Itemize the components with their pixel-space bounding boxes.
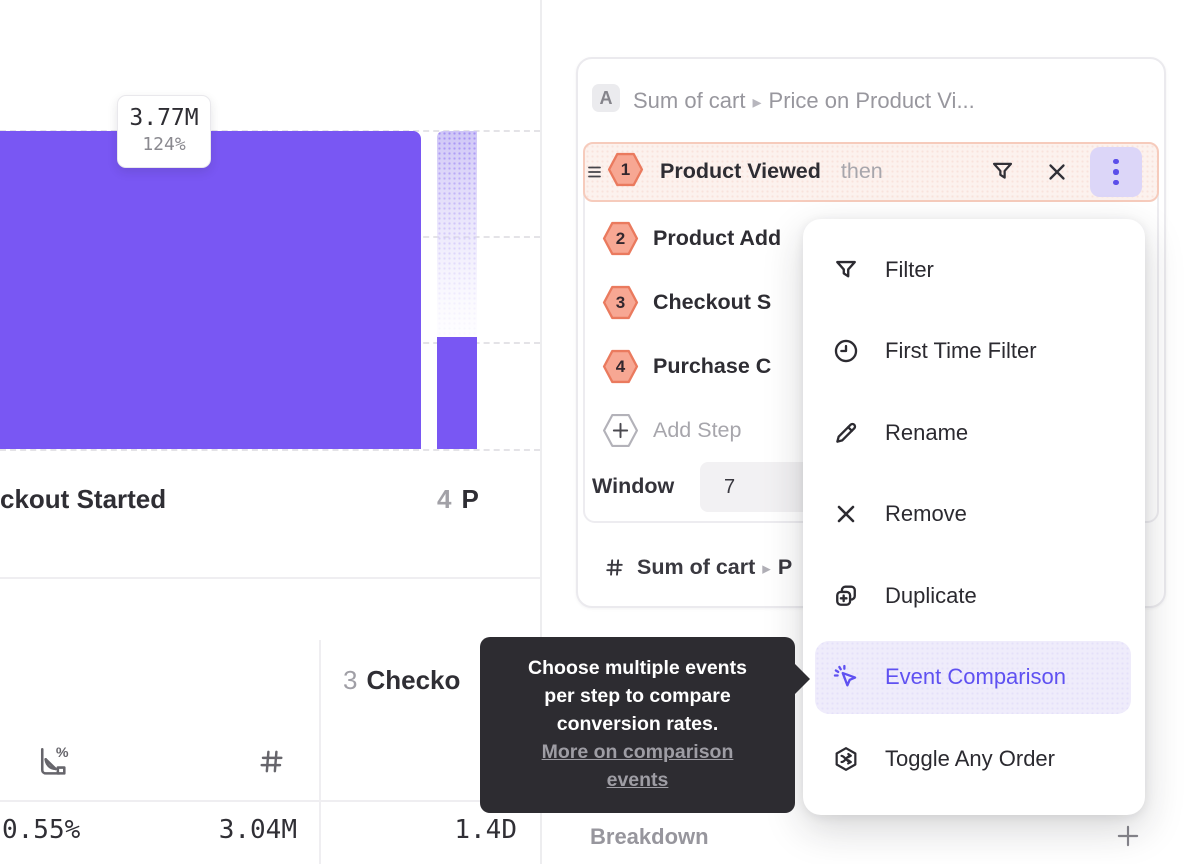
duplicate-icon xyxy=(832,582,860,610)
tooltip-value: 3.77M xyxy=(129,105,199,131)
table-cell-count: 3.04M xyxy=(218,815,297,845)
step-name-4[interactable]: Purchase C xyxy=(653,354,772,378)
step-number-badge-1: 1 xyxy=(607,150,644,189)
window-label: Window xyxy=(592,474,675,498)
tooltip-line: conversion rates. xyxy=(556,713,719,735)
pencil-icon xyxy=(832,419,860,447)
step-name-2[interactable]: Product Add xyxy=(653,226,782,250)
funnel-bar-step4[interactable] xyxy=(437,131,477,449)
chart-hover-tooltip: 3.77M 124% xyxy=(117,95,211,168)
menu-item-toggle-any-order[interactable]: Toggle Any Order xyxy=(803,718,1145,800)
menu-item-highlight xyxy=(815,640,1131,714)
x-icon xyxy=(832,500,860,528)
step-name-3[interactable]: Checkout S xyxy=(653,290,772,314)
secondary-metric-breadcrumb[interactable]: Sum of cart ▸ P xyxy=(637,555,793,579)
drag-handle-icon[interactable] xyxy=(588,165,601,179)
x-axis-label-step3: ckout Started xyxy=(0,484,166,515)
breakdown-label: Breakdown xyxy=(590,824,709,849)
step-name-1[interactable]: Product Viewed then xyxy=(660,159,883,183)
table-step3-header: 3 Checko xyxy=(343,665,461,695)
table-column-border xyxy=(319,640,321,864)
step-number-badge-2: 2 xyxy=(602,219,639,258)
clock-icon xyxy=(832,337,860,365)
remove-step-x-icon[interactable] xyxy=(1045,160,1069,184)
metric-breadcrumb[interactable]: Sum of cart ▸ Price on Product Vi... xyxy=(633,88,975,113)
table-top-border xyxy=(0,577,540,579)
event-comparison-tooltip: Choose multiple events per step to compa… xyxy=(480,637,810,813)
tooltip-percent: 124% xyxy=(142,134,186,155)
menu-item-event-comparison[interactable]: Event Comparison xyxy=(803,637,1145,719)
funnel-bar-step4-ghost xyxy=(437,131,477,337)
event-comparison-cursor-icon xyxy=(832,663,860,691)
step-number-badge-4: 4 xyxy=(602,347,639,386)
step-number-badge-3: 3 xyxy=(602,283,639,322)
step-row-1[interactable] xyxy=(583,142,1159,202)
menu-item-filter[interactable]: Filter xyxy=(803,229,1145,311)
step-suffix-then: then xyxy=(840,159,883,183)
tooltip-arrow xyxy=(794,663,810,695)
menu-item-rename[interactable]: Rename xyxy=(803,392,1145,474)
hexagon-shuffle-icon xyxy=(832,745,860,773)
step-options-context-menu: Filter First Time Filter Rename Remove D xyxy=(803,219,1145,815)
more-on-comparison-events-link[interactable]: More on comparison events xyxy=(541,741,734,791)
caret-icon: ▸ xyxy=(762,559,771,578)
menu-item-remove[interactable]: Remove xyxy=(803,474,1145,556)
menu-item-duplicate[interactable]: Duplicate xyxy=(803,555,1145,637)
funnel-bar-step4-solid xyxy=(437,337,477,449)
menu-item-first-time-filter[interactable]: First Time Filter xyxy=(803,311,1145,393)
table-cell-time: 1.4D xyxy=(454,815,517,845)
add-breakdown-button[interactable] xyxy=(1114,822,1142,850)
add-step-hexagon-icon[interactable] xyxy=(602,411,639,450)
metric-badge-a: A xyxy=(592,84,620,112)
conversion-rate-icon: % xyxy=(35,744,72,780)
table-row-border xyxy=(0,800,540,802)
count-hash-icon xyxy=(256,746,287,777)
table-cell-conversion: 0.55% xyxy=(2,815,81,845)
hash-metric-icon xyxy=(603,556,626,579)
funnel-bar-step3[interactable] xyxy=(0,131,421,449)
tooltip-line: Choose multiple events xyxy=(528,657,747,679)
x-label-text: ckout Started xyxy=(0,484,167,514)
add-step-label[interactable]: Add Step xyxy=(653,418,742,442)
caret-icon: ▸ xyxy=(752,92,762,112)
filter-icon xyxy=(832,256,860,284)
tooltip-line: per step to compare xyxy=(544,685,731,707)
filter-icon[interactable] xyxy=(989,158,1016,185)
gridline xyxy=(0,449,540,451)
svg-text:%: % xyxy=(56,745,69,761)
step-options-menu-button[interactable] xyxy=(1090,147,1142,197)
